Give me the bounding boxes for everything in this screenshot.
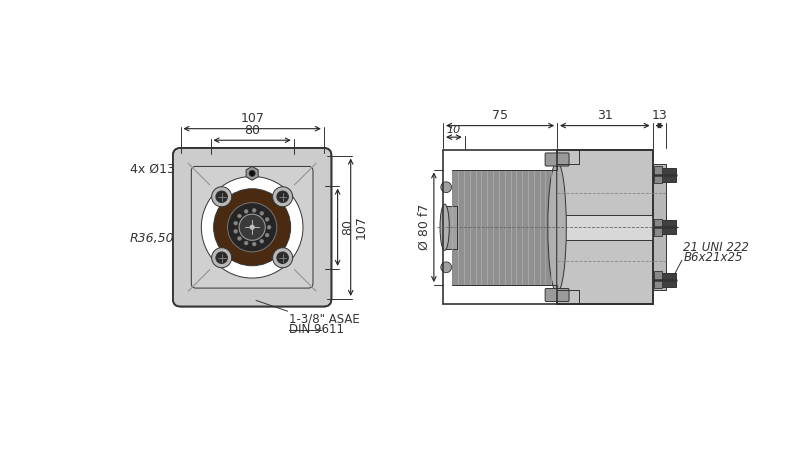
Polygon shape — [660, 273, 676, 287]
Polygon shape — [654, 219, 662, 236]
Circle shape — [249, 170, 255, 176]
Circle shape — [227, 202, 277, 252]
Polygon shape — [660, 168, 676, 182]
Circle shape — [266, 217, 269, 221]
Circle shape — [273, 248, 293, 268]
FancyBboxPatch shape — [173, 148, 331, 306]
Circle shape — [202, 176, 303, 278]
Ellipse shape — [441, 262, 451, 273]
Ellipse shape — [441, 182, 451, 193]
Text: 10: 10 — [446, 125, 461, 135]
Circle shape — [277, 191, 289, 202]
Circle shape — [216, 191, 227, 202]
Circle shape — [239, 214, 266, 240]
Text: 1-3/8" ASAE: 1-3/8" ASAE — [289, 313, 360, 326]
Text: R36,50: R36,50 — [130, 232, 174, 245]
Circle shape — [252, 242, 256, 246]
Circle shape — [250, 225, 254, 230]
Text: 31: 31 — [597, 109, 613, 122]
Text: 75: 75 — [492, 109, 508, 122]
Text: DIN 9611: DIN 9611 — [289, 323, 344, 336]
FancyBboxPatch shape — [191, 166, 313, 288]
Circle shape — [277, 252, 289, 264]
Circle shape — [216, 252, 227, 264]
Polygon shape — [654, 166, 662, 183]
Text: 107: 107 — [240, 112, 264, 125]
Circle shape — [273, 187, 293, 207]
Text: 80: 80 — [244, 124, 260, 137]
Circle shape — [266, 233, 269, 237]
Text: 80: 80 — [342, 219, 354, 235]
Polygon shape — [443, 206, 457, 249]
Circle shape — [238, 214, 242, 218]
Polygon shape — [557, 150, 653, 304]
Polygon shape — [654, 271, 662, 288]
Text: 21 UNI 222: 21 UNI 222 — [683, 241, 750, 254]
Circle shape — [260, 239, 264, 243]
Circle shape — [267, 225, 271, 229]
Circle shape — [212, 187, 232, 207]
Circle shape — [252, 208, 256, 212]
Circle shape — [244, 241, 248, 245]
Polygon shape — [452, 170, 557, 285]
Polygon shape — [660, 220, 676, 234]
Circle shape — [234, 230, 238, 233]
FancyBboxPatch shape — [545, 288, 569, 302]
FancyBboxPatch shape — [545, 153, 569, 166]
Circle shape — [234, 221, 238, 225]
Ellipse shape — [548, 162, 566, 292]
Polygon shape — [554, 215, 666, 239]
Circle shape — [214, 189, 290, 266]
Text: 107: 107 — [354, 215, 367, 239]
Circle shape — [238, 237, 242, 240]
Text: 13: 13 — [652, 109, 667, 122]
Text: Ø 80 f7: Ø 80 f7 — [418, 204, 430, 251]
Circle shape — [260, 212, 264, 215]
Polygon shape — [653, 164, 666, 290]
Text: B6x21x25: B6x21x25 — [683, 251, 743, 264]
Circle shape — [212, 248, 232, 268]
Text: 4x Ø13: 4x Ø13 — [130, 163, 174, 176]
Ellipse shape — [440, 204, 450, 250]
Circle shape — [244, 210, 248, 213]
